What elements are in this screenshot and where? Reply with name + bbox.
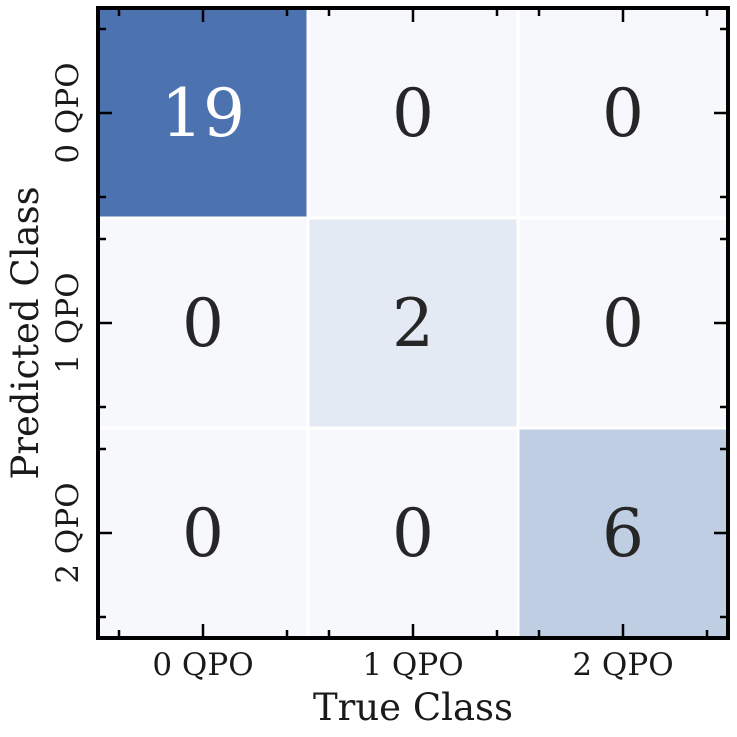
x-tick-label: 2 QPO — [572, 647, 673, 683]
cell-value-1-2: 0 — [602, 285, 644, 362]
y-tick-label: 0 QPO — [50, 62, 86, 163]
cell-value-1-0: 0 — [182, 285, 224, 362]
cell-value-0-1: 0 — [392, 75, 434, 152]
x-tick-labels: 0 QPO 1 QPO 2 QPO — [152, 647, 673, 683]
x-axis-title: True Class — [313, 686, 513, 729]
x-tick-label: 0 QPO — [152, 647, 253, 683]
heatmap-cells: 19 0 0 0 2 0 0 0 6 — [96, 6, 730, 640]
cell-value-0-0: 19 — [161, 75, 245, 152]
cell-value-1-1: 2 — [392, 285, 434, 362]
cell-value-2-2: 6 — [602, 495, 644, 572]
cell-value-0-2: 0 — [602, 75, 644, 152]
y-tick-label: 1 QPO — [50, 272, 86, 373]
y-axis-title: Predicted Class — [4, 186, 47, 479]
x-tick-label: 1 QPO — [362, 647, 463, 683]
cell-value-2-1: 0 — [392, 495, 434, 572]
heatmap-cell-1-2 — [516, 216, 730, 430]
heatmap-cell-0-0 — [96, 6, 310, 220]
heatmap-cell-1-0 — [96, 216, 310, 430]
cell-value-2-0: 0 — [182, 495, 224, 572]
heatmap-cell-0-1 — [306, 6, 520, 220]
plot-frame — [96, 6, 730, 640]
y-tick-label: 2 QPO — [50, 482, 86, 583]
heatmap-cell-2-1 — [306, 426, 520, 640]
y-tick-labels: 0 QPO 1 QPO 2 QPO — [50, 62, 86, 583]
